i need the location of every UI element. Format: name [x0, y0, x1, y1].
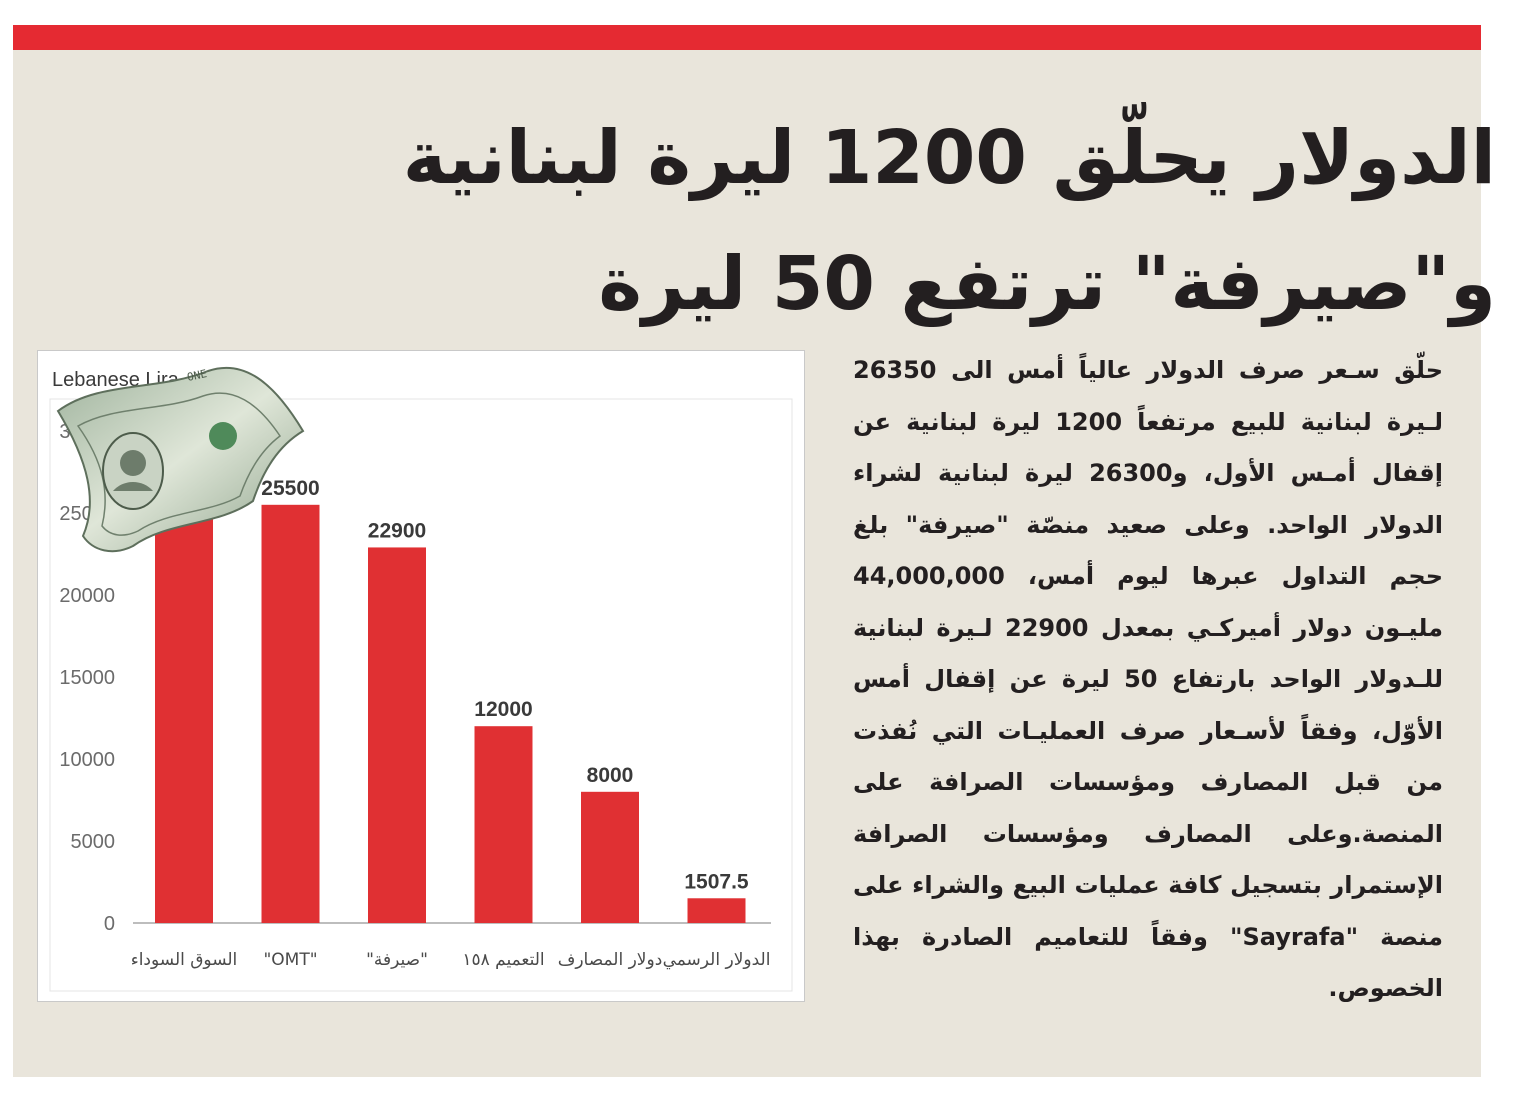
bar-value-label: 12000: [474, 698, 532, 721]
headline-line-2: و"صيرفة" ترتفع 50 ليرة: [598, 241, 1496, 327]
y-tick-label: 15000: [59, 667, 115, 689]
y-tick-label: 10000: [59, 749, 115, 771]
y-tick-label: 5000: [71, 831, 116, 853]
bar: [261, 504, 320, 923]
category-label: "صيرفة": [366, 950, 428, 970]
category-label: "OMT": [263, 950, 317, 970]
category-label: التعميم ١٥٨: [462, 950, 544, 970]
bar-value-label: 1507.5: [684, 870, 749, 893]
category-label: السوق السوداء: [131, 950, 238, 970]
article-text: حلّق سـعر صرف الدولار عالياً أمس الى 263…: [853, 356, 1444, 1002]
bar-value-label: 22900: [368, 519, 426, 542]
bar: [368, 547, 426, 923]
red-header-bar: [13, 25, 1481, 50]
svg-text:ONE: ONE: [186, 367, 208, 384]
y-tick-label: 20000: [59, 585, 115, 607]
headline-line-1: الدولار يحلّق 1200 ليرة لبنانية: [402, 115, 1496, 201]
bar: [581, 791, 639, 923]
article-body: حلّق سـعر صرف الدولار عالياً أمس الى 263…: [853, 345, 1443, 1015]
dollar-bill-icon: ONE: [56, 366, 305, 553]
category-label: دولار المصارف: [558, 950, 663, 970]
bar: [687, 898, 746, 923]
headline: الدولار يحلّق 1200 ليرة لبنانية و"صيرفة"…: [346, 95, 1496, 347]
y-tick-label: 0: [104, 913, 115, 935]
bar: [155, 490, 213, 923]
bar-value-label: 25500: [261, 477, 319, 500]
bar-value-label: 8000: [587, 764, 634, 787]
category-label: الدولار الرسمي: [663, 950, 771, 970]
chart-canvas: 050001000015000200002500030000 26350السو…: [49, 398, 793, 992]
bar: [474, 726, 533, 923]
bar-chart: Lebanese Lira 05000100001500020000250003…: [37, 350, 805, 1002]
